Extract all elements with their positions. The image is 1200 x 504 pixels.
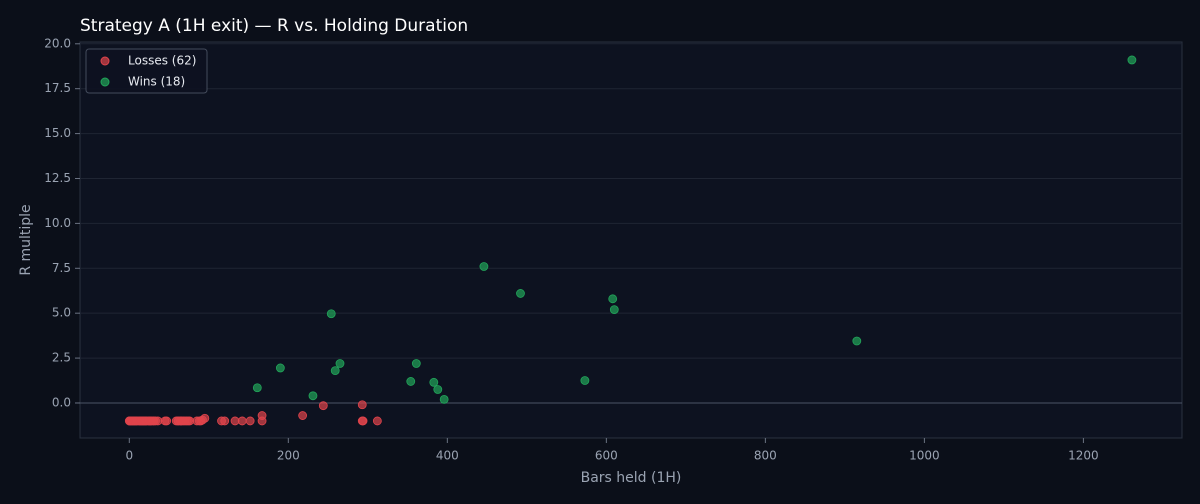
scatter-point	[357, 400, 367, 410]
scatter-point	[411, 359, 421, 368]
scatter-point	[609, 305, 619, 314]
scatter-point	[200, 413, 210, 423]
scatter-point	[479, 262, 489, 271]
legend-marker	[100, 56, 110, 66]
scatter-point	[406, 377, 416, 386]
x-tick-label: 1000	[909, 449, 940, 463]
legend-label: Losses (62)	[128, 54, 196, 68]
scatter-point	[330, 366, 340, 376]
plot-area	[79, 41, 1183, 439]
scatter-point	[237, 416, 247, 426]
x-tick-label: 200	[277, 449, 300, 463]
legend-label: Wins (18)	[128, 75, 185, 89]
y-tick-label: 5.0	[52, 306, 71, 320]
y-tick-label: 0.0	[52, 395, 71, 409]
y-tick-label: 10.0	[44, 216, 71, 230]
scatter-point	[433, 385, 443, 394]
scatter-point	[275, 363, 285, 373]
scatter-point	[308, 391, 318, 401]
scatter-point	[257, 411, 267, 420]
y-tick-label: 2.5	[52, 351, 71, 365]
x-tick-label: 400	[436, 449, 459, 463]
y-tick-label: 12.5	[44, 171, 71, 185]
chart-title: Strategy A (1H exit) — R vs. Holding Dur…	[80, 16, 468, 36]
scatter-point	[245, 416, 255, 426]
y-tick-label: 20.0	[44, 36, 71, 50]
scatter-point	[220, 416, 230, 426]
legend-marker	[100, 77, 110, 87]
x-tick-label: 1200	[1068, 449, 1099, 463]
y-tick-label: 15.0	[44, 126, 71, 140]
scatter-point	[335, 359, 345, 368]
x-tick-label: 800	[754, 449, 777, 463]
x-tick-label: 0	[125, 449, 133, 463]
scatter-point	[429, 377, 439, 387]
scatter-point	[516, 289, 525, 298]
scatter-point	[298, 411, 308, 420]
scatter-point	[852, 336, 862, 346]
legend-box	[85, 48, 208, 94]
scatter-point	[326, 309, 336, 319]
scatter-point	[372, 416, 382, 426]
scatter-point	[439, 394, 449, 404]
x-axis-label: Bars held (1H)	[581, 470, 682, 486]
x-tick-label: 600	[595, 449, 618, 463]
y-tick-label: 7.5	[52, 261, 71, 275]
scatter-point	[162, 416, 172, 426]
scatter-point	[358, 416, 368, 426]
scatter-point	[580, 376, 590, 385]
y-axis-label: R multiple	[18, 204, 34, 275]
scatter-point	[608, 294, 618, 304]
scatter-point	[1127, 55, 1137, 65]
scatter-point	[318, 401, 328, 411]
scatter-point	[252, 383, 262, 393]
y-tick-label: 17.5	[44, 81, 71, 95]
